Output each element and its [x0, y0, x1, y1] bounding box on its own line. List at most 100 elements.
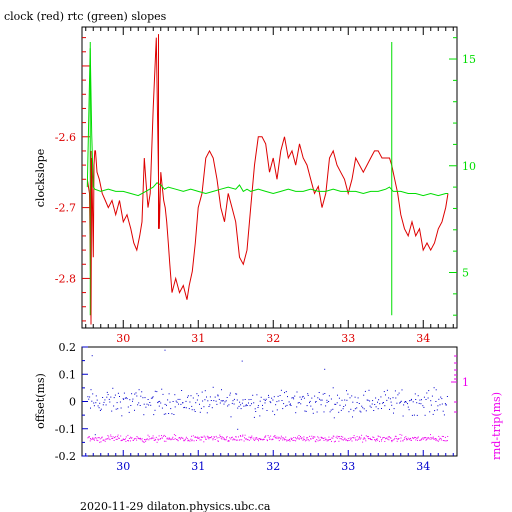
rnd-trip-point	[396, 440, 398, 442]
offset-point	[320, 399, 322, 401]
offset-point	[105, 404, 107, 406]
rnd-trip-point	[302, 439, 304, 441]
rnd-trip-point	[336, 437, 338, 439]
offset-point	[255, 411, 257, 412]
rnd-trip-point	[362, 441, 364, 443]
offset-point	[346, 399, 348, 401]
top-x-tick-label: 33	[341, 332, 355, 345]
offset-point	[190, 395, 192, 397]
offset-point	[441, 403, 443, 405]
rnd-trip-point	[149, 438, 151, 440]
offset-point	[311, 397, 313, 399]
rnd-trip-point	[247, 439, 249, 441]
offset-point	[168, 413, 170, 414]
rnd-trip-point	[393, 439, 395, 441]
offset-point	[411, 398, 412, 400]
offset-point	[134, 393, 136, 395]
rnd-trip-point	[100, 441, 102, 443]
offset-point	[213, 400, 215, 402]
offset-outlier-point	[241, 360, 243, 362]
rnd-trip-point	[376, 438, 377, 440]
offset-point	[164, 403, 166, 405]
offset-point	[360, 411, 362, 413]
rnd-trip-point	[358, 437, 360, 439]
rnd-trip-point	[211, 436, 213, 438]
offset-point	[160, 402, 162, 404]
rnd-trip-point	[276, 436, 278, 438]
rnd-trip-point	[291, 438, 292, 440]
rnd-trip-point	[127, 440, 129, 441]
offset-point	[375, 406, 377, 408]
offset-point	[431, 395, 433, 397]
rnd-trip-point	[292, 439, 294, 441]
rnd-trip-point	[141, 440, 143, 442]
offset-point	[385, 394, 386, 396]
rnd-trip-point	[390, 437, 392, 439]
offset-point	[345, 404, 346, 406]
rnd-trip-point	[195, 437, 197, 438]
offset-point	[224, 401, 226, 403]
rnd-trip-point	[240, 435, 242, 437]
rnd-trip-point	[135, 437, 137, 439]
rnd-trip-point	[290, 437, 292, 439]
rnd-trip-point	[410, 439, 412, 441]
top-y-tick-label: -2.8	[55, 272, 76, 285]
offset-point	[416, 402, 418, 404]
offset-point	[356, 407, 358, 409]
rnd-trip-point	[410, 437, 412, 439]
rnd-trip-point	[378, 436, 380, 438]
offset-point	[206, 396, 207, 398]
offset-point	[276, 409, 278, 411]
offset-point	[407, 403, 408, 405]
rnd-trip-point	[443, 440, 445, 442]
offset-point	[145, 406, 147, 408]
offset-point	[262, 404, 263, 406]
rnd-trip-point	[427, 437, 429, 438]
rnd-trip-point	[365, 440, 367, 442]
rnd-trip-point	[349, 437, 351, 439]
rnd-trip-point	[319, 439, 321, 441]
rnd-trip-point	[238, 436, 239, 438]
offset-point	[194, 411, 196, 412]
rnd-trip-point	[377, 435, 379, 437]
rnd-trip-point	[377, 439, 379, 441]
offset-point	[386, 389, 388, 391]
offset-point	[354, 396, 356, 398]
offset-point	[195, 402, 197, 404]
offset-point	[306, 405, 308, 407]
offset-point	[399, 402, 401, 404]
rnd-trip-point	[367, 437, 369, 439]
offset-point	[296, 391, 298, 393]
rnd-trip-point	[104, 440, 106, 442]
offset-point	[92, 393, 94, 395]
offset-point	[123, 398, 125, 400]
rnd-trip-point	[423, 438, 425, 440]
rnd-trip-point	[116, 436, 118, 438]
rnd-trip-point	[264, 436, 266, 438]
offset-point	[129, 399, 131, 401]
rnd-trip-point	[145, 440, 147, 442]
bottom-x-tick-label: 31	[191, 460, 205, 473]
offset-point	[152, 396, 154, 398]
offset-point	[352, 401, 354, 403]
offset-point	[430, 400, 432, 402]
rnd-trip-point	[254, 439, 256, 441]
bottom-y-tick-label: 0.2	[59, 341, 77, 354]
rnd-trip-point	[424, 437, 425, 439]
rnd-trip-point	[421, 438, 423, 440]
rnd-trip-point	[260, 438, 262, 440]
offset-point	[171, 413, 173, 415]
rnd-trip-point	[269, 438, 271, 440]
offset-point	[269, 401, 271, 403]
rnd-trip-point	[110, 436, 112, 438]
offset-point	[157, 402, 159, 404]
rnd-trip-point	[191, 440, 193, 442]
rnd-trip-point	[214, 436, 215, 438]
offset-point	[243, 405, 245, 407]
rnd-trip-point	[168, 438, 170, 440]
offset-point	[377, 408, 379, 410]
offset-point	[283, 403, 285, 405]
offset-point	[181, 390, 183, 391]
rnd-trip-point	[420, 439, 422, 441]
rnd-trip-point	[241, 439, 243, 441]
